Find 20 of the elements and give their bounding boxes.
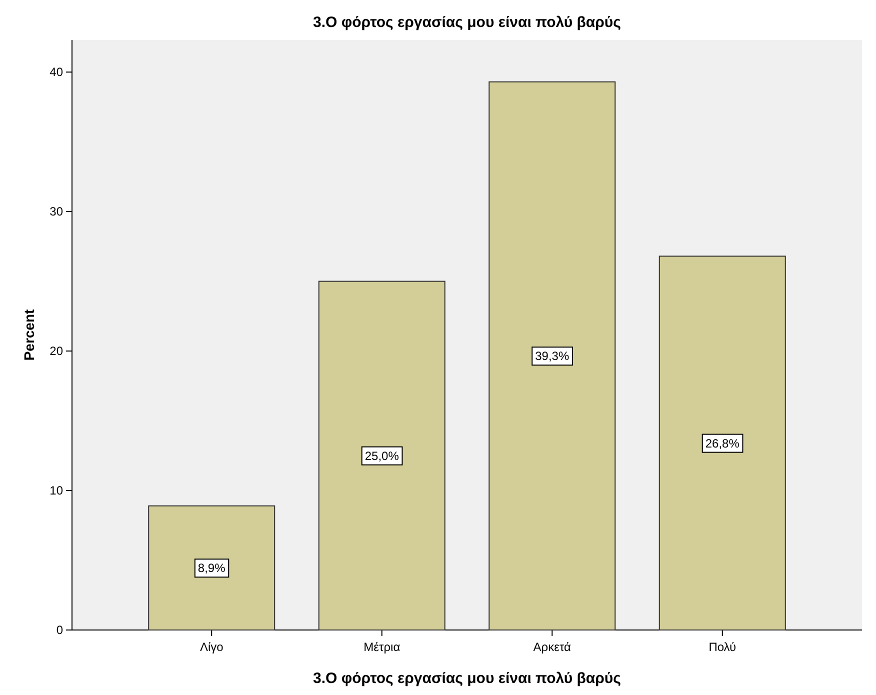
- y-tick-label: 40: [50, 64, 64, 79]
- y-tick-label: 0: [56, 622, 64, 637]
- x-tick-label: Λίγο: [200, 640, 224, 654]
- x-tick-label: Αρκετά: [533, 640, 572, 654]
- data-label: 8,9%: [198, 561, 226, 576]
- chart-title: 3.Ο φόρτος εργασίας μου είναι πολύ βαρύς: [313, 14, 622, 31]
- y-axis-title: Percent: [21, 308, 37, 361]
- bar: [488, 81, 616, 630]
- x-axis-title: 3.Ο φόρτος εργασίας μου είναι πολύ βαρύς: [313, 670, 622, 687]
- x-tick-label: Μέτρια: [364, 640, 400, 654]
- data-label: 26,8%: [705, 436, 740, 450]
- y-tick-label: 30: [50, 204, 64, 218]
- y-tick-label: 10: [50, 483, 64, 498]
- bar: [658, 256, 786, 630]
- data-label: 39,3%: [535, 349, 570, 364]
- y-tick-label: 20: [50, 344, 64, 358]
- data-label: 25,0%: [364, 448, 400, 463]
- bar: [148, 505, 276, 630]
- x-tick-label: Πολύ: [708, 640, 736, 654]
- bar: [318, 280, 446, 630]
